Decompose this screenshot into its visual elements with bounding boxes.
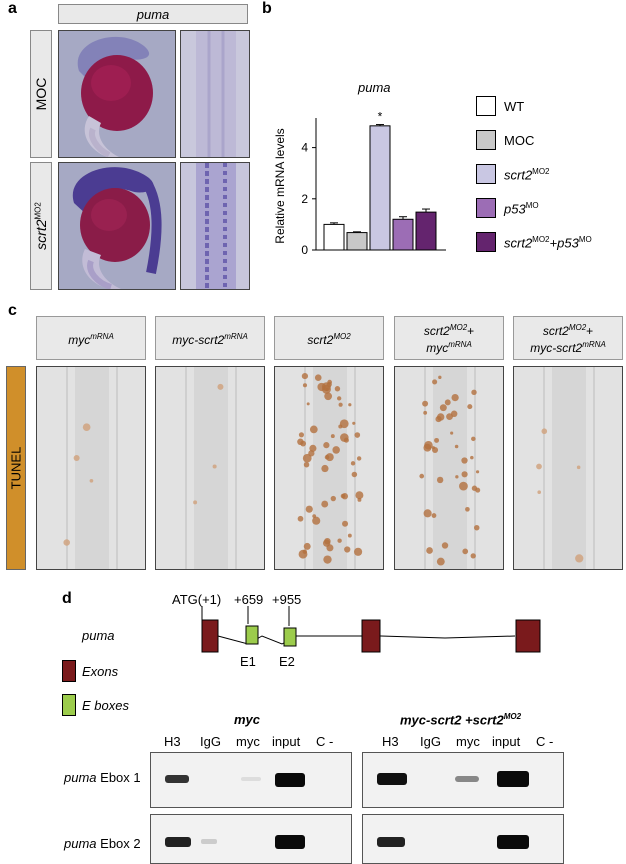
- legend-label-scrt2: scrt2MO2: [504, 167, 550, 183]
- embryo-image-moc: [58, 30, 176, 158]
- gel-row-label-2: puma Ebox 2: [64, 836, 141, 851]
- tunel-image-2: [155, 366, 265, 570]
- ebox-1: [245, 625, 259, 645]
- tunel-header-myc-scrt2: myc-scrt2mRNA: [155, 316, 265, 360]
- tunel-header-scrt2-myc: scrt2MO2+ mycmRNA: [394, 316, 504, 360]
- legend-swatch-p53: [476, 198, 496, 218]
- lane-igg-left: IgG: [200, 734, 221, 749]
- lane-input-right: input: [492, 734, 521, 749]
- lane-h3-left: H3: [164, 734, 181, 749]
- gel-right-title: myc-scrt2 +scrt2MO2: [400, 712, 522, 728]
- gene-label: puma: [82, 628, 115, 643]
- panel-b-letter: b: [262, 0, 272, 17]
- y-axis-label: Relative mRNA levels: [273, 128, 287, 243]
- chart-legend: WT MOC scrt2MO2 p53MO scrt2MO2+p53MO: [476, 94, 626, 274]
- bar-1: [346, 232, 368, 251]
- bar-0: [323, 223, 345, 251]
- bar-4: [415, 211, 437, 251]
- chart-title: puma: [358, 80, 391, 95]
- ebox-label-2: E2: [279, 654, 295, 669]
- gel-right-ebox2: [362, 814, 564, 864]
- panel-d-letter: d: [62, 590, 72, 607]
- gel-right-ebox1: [362, 752, 564, 808]
- tunel-row-label-text: TUNEL: [8, 446, 24, 490]
- tunel-image-5: [513, 366, 623, 570]
- panel-a-letter: a: [8, 0, 17, 17]
- position-955: +955: [272, 592, 302, 607]
- lane-c-left: C -: [316, 734, 334, 749]
- gel-left-ebox2: [150, 814, 352, 864]
- tunel-header-scrt2: scrt2MO2: [274, 316, 384, 360]
- bar-3: [392, 218, 414, 251]
- legend-ebox-label: E boxes: [82, 698, 129, 713]
- exon-1: [201, 619, 219, 653]
- lane-myc-left: myc: [236, 734, 260, 749]
- significance-star: *: [378, 110, 383, 124]
- trunk-image-scrt2: [180, 162, 250, 290]
- row-label-moc: MOC: [30, 30, 52, 158]
- legend-swatch-moc: [476, 130, 496, 150]
- tunel-header-scrt2-myc-scrt2: scrt2MO2+ myc-scrt2mRNA: [513, 316, 623, 360]
- exon-3: [515, 619, 541, 653]
- legend-swatch-scrt2-p53: [476, 232, 496, 252]
- trunk-image-moc: [180, 30, 250, 158]
- y-tick-label: 4: [301, 141, 308, 155]
- bar-2: [369, 125, 391, 251]
- tunel-image-4: [394, 366, 504, 570]
- embryo-image-scrt2: [58, 162, 176, 290]
- position-659: +659: [234, 592, 264, 607]
- legend-exon-label: Exons: [82, 664, 119, 679]
- legend-swatch-scrt2: [476, 164, 496, 184]
- row-label-moc-text: MOC: [33, 77, 49, 111]
- row-label-scrt2: scrt2MO2: [30, 162, 52, 290]
- row-label-scrt2-text: scrt2MO2: [33, 202, 49, 250]
- y-tick-label: 2: [301, 192, 308, 206]
- legend-label-p53: p53MO: [504, 201, 539, 217]
- gel-row-label-1: puma Ebox 1: [64, 770, 141, 785]
- panel-a-header: puma: [58, 4, 248, 24]
- panel-c-letter: c: [8, 302, 17, 319]
- lane-myc-right: myc: [456, 734, 480, 749]
- bar-chart: 0 2 4 Relative mRNA levels *: [273, 110, 446, 257]
- lane-h3-right: H3: [382, 734, 399, 749]
- legend-label-scrt2-p53: scrt2MO2+p53MO: [504, 235, 592, 251]
- legend-label-moc: MOC: [504, 133, 535, 148]
- y-tick-label: 0: [301, 243, 308, 257]
- gel-left-title: myc: [234, 712, 261, 727]
- ebox-2: [283, 627, 297, 647]
- legend-exon-swatch: [62, 660, 76, 682]
- position-atg: ATG(+1): [172, 592, 222, 607]
- tunel-image-3: [274, 366, 384, 570]
- lane-input-left: input: [272, 734, 301, 749]
- lane-igg-right: IgG: [420, 734, 441, 749]
- gel-left-ebox1: [150, 752, 352, 808]
- tunel-row-label: TUNEL: [6, 366, 26, 570]
- tunel-image-1: [36, 366, 146, 570]
- tunel-header-myc: mycmRNA: [36, 316, 146, 360]
- ebox-label-1: E1: [240, 654, 256, 669]
- lane-c-right: C -: [536, 734, 554, 749]
- exon-2: [361, 619, 381, 653]
- legend-swatch-wt: [476, 96, 496, 116]
- legend-label-wt: WT: [504, 99, 525, 114]
- gene-diagram: [201, 606, 541, 653]
- legend-ebox-swatch: [62, 694, 76, 716]
